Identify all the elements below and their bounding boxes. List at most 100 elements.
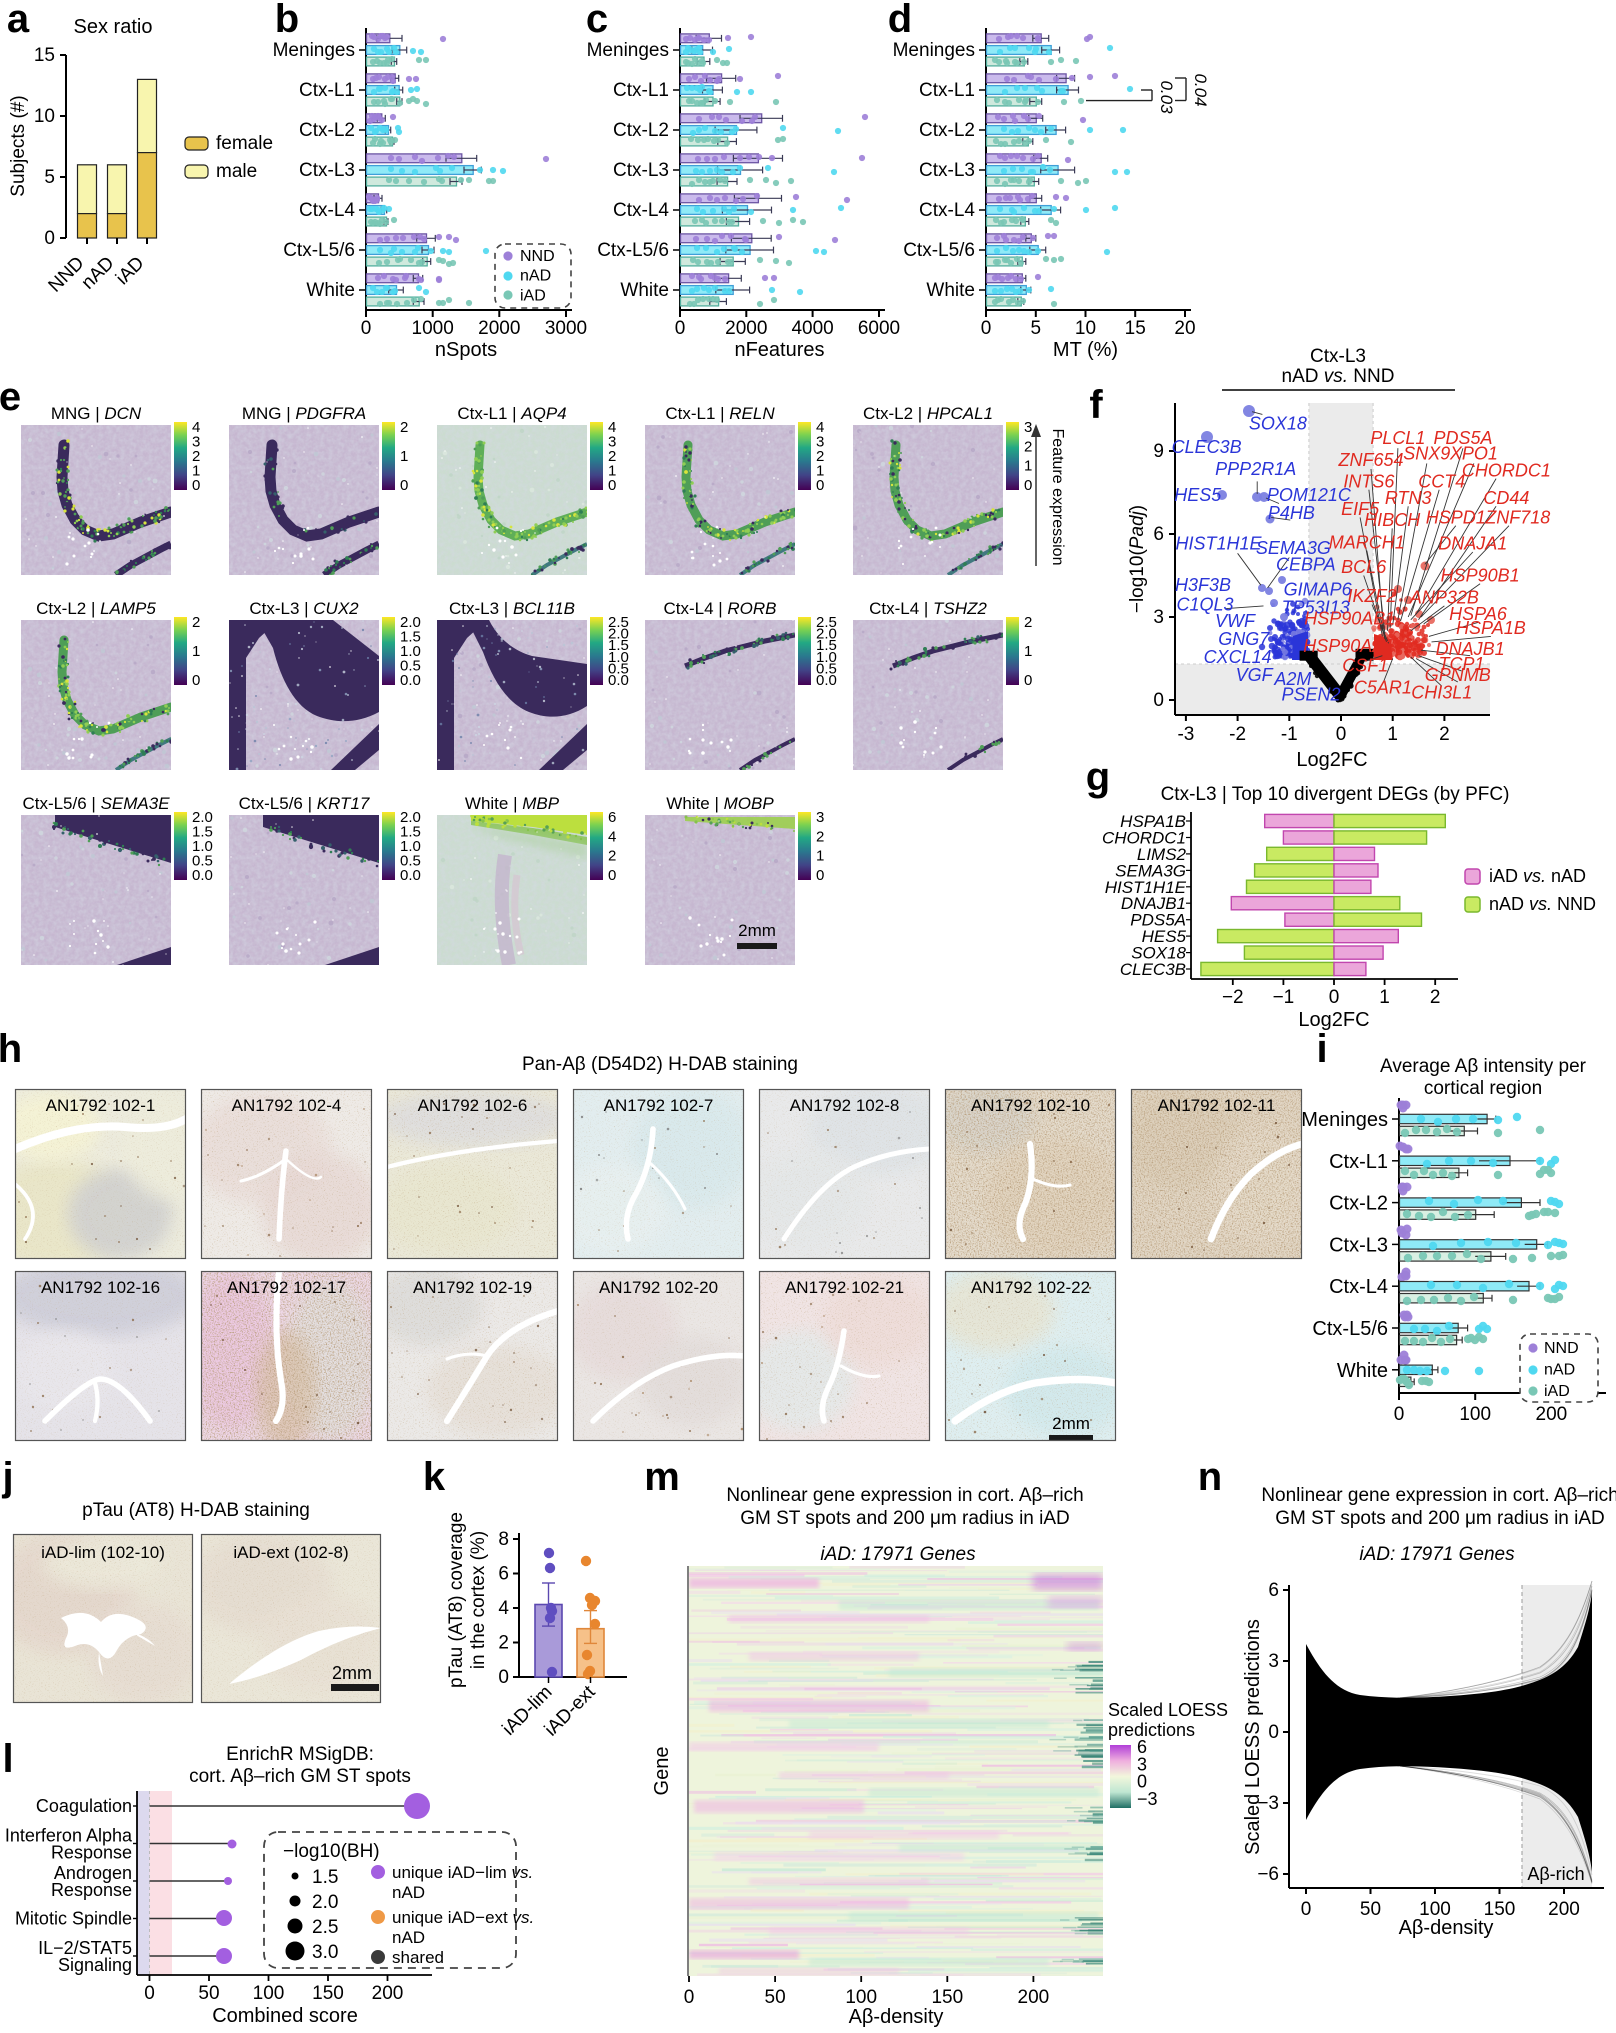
svg-text:iAD: 17971 Genes: iAD: 17971 Genes [820,1544,976,1565]
svg-text:0: 0 [816,477,824,494]
svg-text:Ctx-L2: Ctx-L2 [299,120,355,141]
svg-text:HSP90AB1: HSP90AB1 [1304,608,1395,628]
svg-text:cort. Aβ–rich GM ST spots: cort. Aβ–rich GM ST spots [189,1766,411,1787]
svg-text:Signaling: Signaling [58,1955,132,1975]
svg-text:RTN3: RTN3 [1385,488,1432,508]
svg-text:-3: -3 [1177,724,1194,745]
svg-text:male: male [216,161,257,182]
svg-text:nAD vs. NND: nAD vs. NND [1489,894,1596,914]
svg-text:−log10(Padj): −log10(Padj) [1127,505,1148,613]
svg-text:100: 100 [253,1983,285,2004]
svg-text:1: 1 [1379,987,1390,1008]
svg-text:15: 15 [34,45,55,66]
svg-text:5: 5 [44,167,55,188]
svg-text:2000: 2000 [725,318,767,339]
svg-text:GNG7: GNG7 [1218,629,1270,649]
svg-text:0: 0 [1336,724,1347,745]
svg-text:nSpots: nSpots [435,339,497,361]
svg-text:1000: 1000 [412,318,454,339]
svg-text:CHORDC1: CHORDC1 [1462,460,1551,480]
svg-text:50: 50 [198,1983,219,2004]
svg-text:k: k [423,1455,446,1499]
svg-text:PPP2R1A: PPP2R1A [1215,459,1296,479]
svg-text:HSP90B1: HSP90B1 [1441,566,1520,586]
svg-text:pTau (AT8) coverage: pTau (AT8) coverage [446,1512,467,1688]
svg-text:HSPA1B: HSPA1B [1456,618,1526,638]
svg-text:Ctx-L2: Ctx-L2 [1329,1193,1388,1215]
svg-text:Ctx-L5/6 | SEMA3E: Ctx-L5/6 | SEMA3E [22,794,170,813]
svg-text:NND: NND [520,248,555,265]
svg-text:Meninges: Meninges [1301,1109,1388,1131]
svg-text:Ctx-L4: Ctx-L4 [1329,1276,1388,1298]
svg-text:unique iAD−ext vs.: unique iAD−ext vs. [392,1908,534,1927]
svg-text:9: 9 [1153,441,1164,462]
svg-text:MNG | DCN: MNG | DCN [51,404,142,423]
svg-text:PSEN2: PSEN2 [1281,685,1340,705]
svg-text:0.04: 0.04 [1191,73,1210,106]
svg-text:100: 100 [1459,1404,1491,1425]
svg-text:g: g [1086,755,1110,799]
svg-text:Ctx-L2: Ctx-L2 [919,120,975,141]
svg-text:-1: -1 [1281,724,1298,745]
svg-text:Ctx-L5/6: Ctx-L5/6 [1312,1318,1388,1340]
svg-text:Ctx-L5/6: Ctx-L5/6 [903,240,975,261]
svg-text:Ctx-L5/6: Ctx-L5/6 [283,240,355,261]
svg-text:3: 3 [1153,607,1164,628]
svg-text:Ctx-L2: Ctx-L2 [613,120,669,141]
svg-text:4: 4 [608,828,616,845]
svg-text:Ctx-L3: Ctx-L3 [613,160,669,181]
svg-text:CLEC3B: CLEC3B [1172,437,1242,457]
svg-text:Ctx-L3: Ctx-L3 [1329,1234,1388,1256]
svg-text:0: 0 [1329,987,1340,1008]
svg-text:1.5: 1.5 [312,1867,338,1888]
svg-text:Ctx-L4 | TSHZ2: Ctx-L4 | TSHZ2 [869,599,987,618]
svg-text:Ctx-L4: Ctx-L4 [919,200,975,221]
svg-text:0.0: 0.0 [608,672,629,689]
svg-text:0: 0 [192,672,200,689]
svg-text:White | MOBP: White | MOBP [666,794,774,813]
svg-text:HIST1H1E: HIST1H1E [1175,534,1262,554]
svg-text:Feature expression: Feature expression [1049,429,1066,566]
svg-text:Ctx-L3: Ctx-L3 [299,160,355,181]
svg-text:White: White [306,280,355,301]
svg-text:Ctx-L3 | BCL11B: Ctx-L3 | BCL11B [449,599,575,618]
svg-text:H3F3B: H3F3B [1175,575,1231,595]
svg-text:Meninges: Meninges [587,40,669,61]
svg-text:Coagulation: Coagulation [36,1796,132,1816]
svg-text:1: 1 [1024,643,1032,660]
svg-text:Ctx-L2 | LAMP5: Ctx-L2 | LAMP5 [36,599,156,618]
svg-text:−2: −2 [1222,987,1244,1008]
svg-text:0.0: 0.0 [816,672,837,689]
svg-text:POM121C: POM121C [1267,485,1352,505]
svg-text:Sex ratio: Sex ratio [74,16,153,38]
svg-text:d: d [888,0,912,41]
svg-text:nAD: nAD [392,1928,425,1947]
svg-text:6: 6 [1153,524,1164,545]
svg-text:Response: Response [51,1843,132,1863]
svg-text:2000: 2000 [478,318,520,339]
svg-text:-2: -2 [1229,724,1246,745]
svg-text:0: 0 [1153,690,1164,711]
svg-text:HSPD1: HSPD1 [1426,507,1486,527]
svg-text:VGF: VGF [1236,665,1274,685]
svg-text:j: j [1,1455,13,1499]
svg-text:White | MBP: White | MBP [465,794,560,813]
svg-text:Log2FC: Log2FC [1298,1009,1369,1031]
svg-text:0: 0 [144,1983,155,2004]
svg-text:i: i [1316,1027,1327,1071]
svg-text:nAD vs. NND: nAD vs. NND [1282,366,1395,387]
svg-text:3000: 3000 [545,318,587,339]
svg-text:0.0: 0.0 [400,867,421,884]
svg-text:AN1792 102-17: AN1792 102-17 [227,1278,346,1297]
svg-text:Ctx-L3: Ctx-L3 [1310,346,1366,367]
svg-text:Ctx-L5/6 | KRT17: Ctx-L5/6 | KRT17 [239,794,370,813]
svg-text:Ctx-L2 | HPCAL1: Ctx-L2 | HPCAL1 [863,404,993,423]
svg-text:6: 6 [498,1564,509,1585]
svg-text:10: 10 [34,106,55,127]
svg-text:Ctx-L3 | CUX2: Ctx-L3 | CUX2 [249,599,359,618]
svg-text:Ctx-L4: Ctx-L4 [299,200,355,221]
svg-text:4000: 4000 [791,318,833,339]
svg-text:Response: Response [51,1880,132,1900]
svg-text:AN1792 102-11: AN1792 102-11 [1158,1096,1276,1115]
svg-text:AN1792 102-4: AN1792 102-4 [232,1096,342,1115]
